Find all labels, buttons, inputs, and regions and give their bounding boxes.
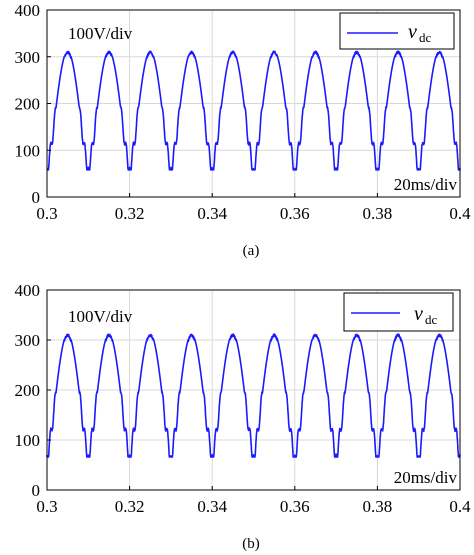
panel-label-a: (a) (243, 243, 260, 259)
y-tick-label-b: 300 (15, 331, 41, 350)
y-tick-label-a: 200 (15, 95, 41, 114)
panel-label-b: (b) (242, 536, 260, 552)
annotation-y-scale-a: 100V/div (68, 24, 133, 43)
x-tick-label-a: 0.3 (36, 204, 57, 223)
legend-symbol-b: v (414, 303, 423, 325)
annotation-x-scale-b: 20ms/div (394, 468, 458, 487)
x-tick-label-b: 0.36 (280, 497, 310, 516)
x-tick-label-a: 0.32 (115, 204, 145, 223)
y-tick-label-b: 100 (15, 431, 41, 450)
x-tick-label-b: 0.34 (197, 497, 227, 516)
ticks-a: 0.3 0.32 0.34 0.36 0.38 0.4 0 100 200 300 400 (15, 1, 472, 223)
legend-box-a (339, 12, 455, 50)
y-tick-label-a: 100 (15, 141, 41, 160)
x-tick-label-b: 0.3 (36, 497, 57, 516)
legend-a: v dc (339, 12, 455, 50)
y-tick-label-a: 400 (15, 1, 41, 20)
y-tick-label-a: 0 (32, 188, 41, 207)
annotation-x-scale-a: 20ms/div (394, 175, 458, 194)
y-tick-label-b: 400 (15, 281, 41, 300)
x-tick-label-a: 0.38 (363, 204, 393, 223)
legend-subscript-b: dc (425, 312, 438, 327)
series-group-a (46, 50, 461, 171)
legend-b: v dc (343, 292, 454, 332)
y-tick-label-a: 300 (15, 48, 41, 67)
legend-symbol-a: v (408, 21, 417, 43)
series-line-vdc-a (46, 50, 461, 171)
annotation-y-scale-b: 100V/div (68, 307, 133, 326)
chart-panel-a: 0.3 0.32 0.34 0.36 0.38 0.4 0 100 200 300 400 100V… (15, 1, 472, 259)
y-tick-label-b: 200 (15, 381, 41, 400)
series-line-vdc-b (46, 333, 461, 458)
ticks-b: 0.3 0.32 0.34 0.36 0.38 0.4 0 100 200 300 400 (15, 281, 472, 516)
legend-subscript-a: dc (419, 30, 432, 45)
chart-panel-b: 0.3 0.32 0.34 0.36 0.38 0.4 0 100 200 300 400 100V… (15, 281, 472, 552)
x-tick-label-a: 0.36 (280, 204, 310, 223)
x-tick-label-a: 0.34 (197, 204, 227, 223)
y-tick-label-b: 0 (32, 481, 41, 500)
series-group-b (46, 333, 461, 458)
x-tick-label-a: 0.4 (449, 204, 471, 223)
x-tick-label-b: 0.4 (449, 497, 471, 516)
x-tick-label-b: 0.38 (363, 497, 393, 516)
x-tick-label-b: 0.32 (115, 497, 145, 516)
legend-box-b (343, 292, 454, 332)
